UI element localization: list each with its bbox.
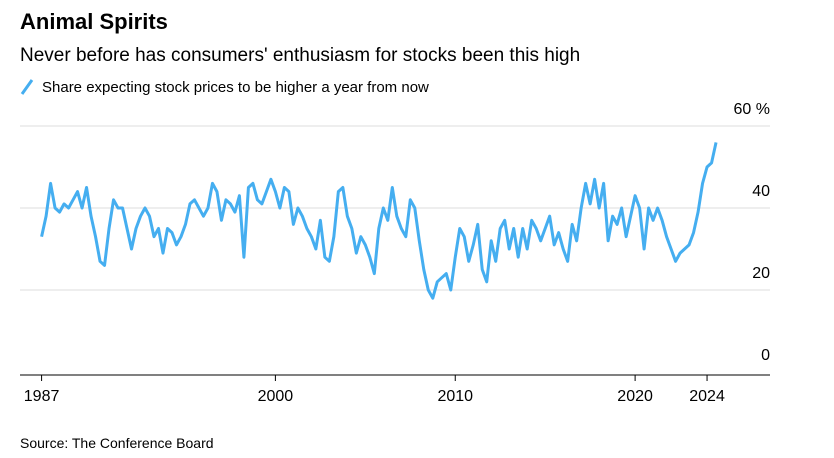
y-tick-label: 0: [761, 347, 770, 364]
legend-swatch: [20, 79, 34, 95]
y-tick-label: 60 %: [734, 101, 770, 118]
x-tick-label: 2020: [617, 388, 653, 405]
chart-title: Animal Spirits: [20, 9, 168, 34]
x-tick-label: 1987: [24, 388, 60, 405]
x-tick-label: 2024: [689, 388, 725, 405]
data-line: [40, 142, 718, 300]
source: Source: The Conference Board: [20, 435, 214, 451]
y-tick-label: 20: [752, 265, 770, 282]
x-tick-label: 2010: [437, 388, 473, 405]
x-tick-label: 2000: [258, 388, 294, 405]
chart-subtitle: Never before has consumers' enthusiasm f…: [20, 45, 580, 66]
legend-label: Share expecting stock prices to be highe…: [42, 79, 429, 96]
y-tick-label: 40: [752, 183, 770, 200]
